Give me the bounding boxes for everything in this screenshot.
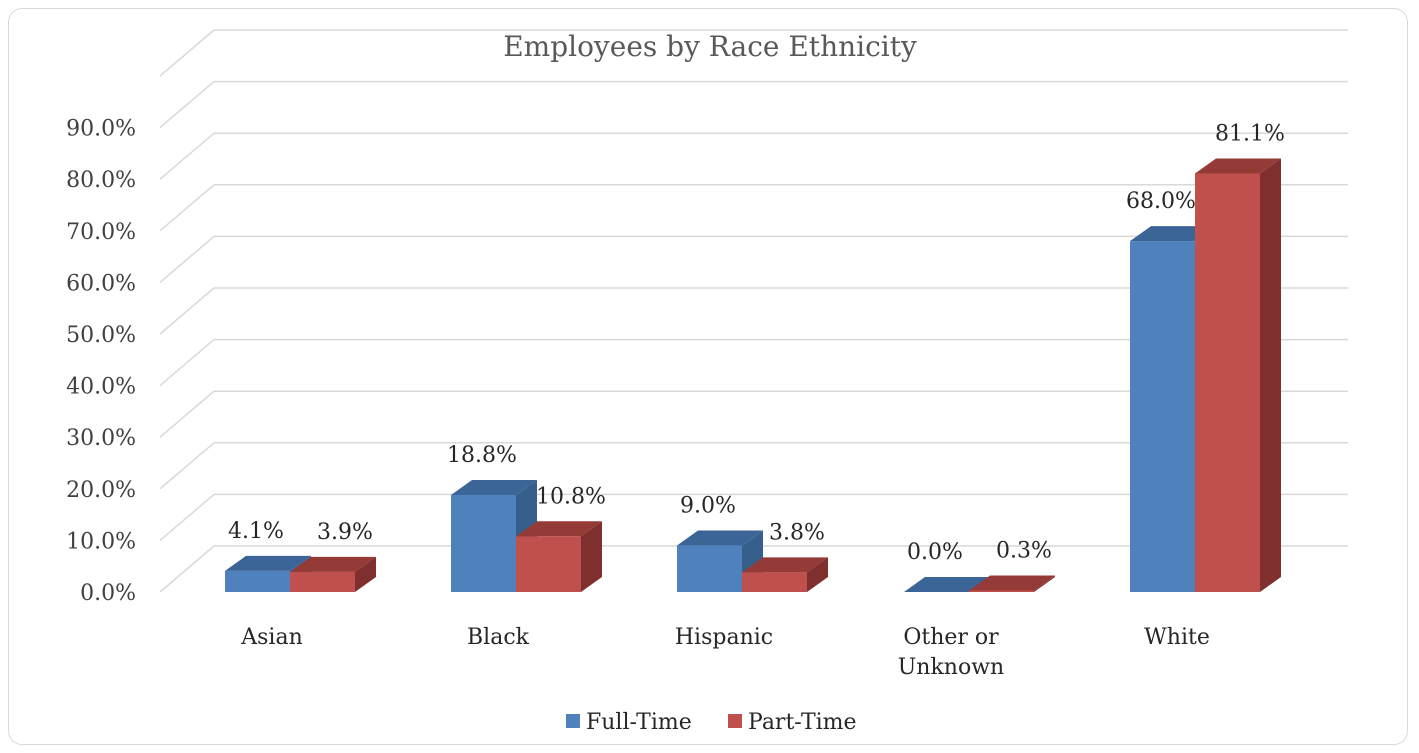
- y-tick-label: 30.0%: [66, 426, 136, 451]
- bar-top: [290, 556, 376, 572]
- data-label: 81.1%: [1215, 122, 1285, 147]
- bar-front: [1130, 241, 1195, 592]
- bar-top: [677, 530, 763, 546]
- category-label: Asian: [240, 625, 303, 650]
- bar-full-time-3: [904, 577, 990, 592]
- bar-front: [1195, 173, 1260, 593]
- y-tick-label: 60.0%: [66, 271, 136, 296]
- category-label: Other or: [903, 625, 999, 650]
- gridline-diagonal: [159, 545, 215, 593]
- gridline-diagonal: [159, 132, 215, 180]
- bar-front: [969, 590, 1034, 592]
- bar-top: [1195, 158, 1281, 174]
- y-tick-label: 40.0%: [66, 375, 136, 400]
- gridline-diagonal: [159, 235, 215, 283]
- gridline-diagonal: [159, 29, 215, 77]
- data-label: 4.1%: [228, 519, 284, 544]
- data-labels: 4.1% 3.9% 18.8% 10.8% 9.0% 3.8% 0.0% 0.3% 68.0% 8…: [228, 122, 1285, 565]
- bar-part-time-4: [1195, 158, 1281, 593]
- bar-top: [516, 521, 602, 537]
- data-label: 68.0%: [1126, 189, 1196, 214]
- gridline-diagonal: [159, 442, 215, 490]
- bar-top: [1130, 226, 1216, 242]
- bar-top: [742, 557, 828, 573]
- bars: [225, 158, 1281, 593]
- bar-front: [516, 536, 581, 592]
- gridline-diagonal: [159, 184, 215, 232]
- bar-top: [451, 479, 537, 495]
- category-label: Hispanic: [675, 625, 773, 650]
- category-labels: Asian Black Hispanic Other or Unknown White: [240, 625, 1210, 680]
- y-tick-label: 90.0%: [66, 117, 136, 142]
- bar-front: [677, 545, 742, 592]
- y-tick-label: 20.0%: [66, 478, 136, 503]
- bar-side: [355, 556, 376, 592]
- data-label: 0.3%: [996, 538, 1052, 563]
- category-label: Black: [467, 625, 530, 650]
- legend-label: Full-Time: [586, 710, 692, 735]
- bar-front: [451, 494, 516, 592]
- y-tick-label: 50.0%: [66, 323, 136, 348]
- bar-side: [1034, 575, 1055, 592]
- data-label: 3.9%: [317, 520, 373, 545]
- data-label: 0.0%: [907, 540, 963, 565]
- category-label: Unknown: [898, 655, 1004, 680]
- bar-top: [904, 577, 990, 592]
- gridline-diagonal: [159, 493, 215, 541]
- bar-part-time-1: [516, 521, 602, 592]
- legend: Full-Time Part-Time: [566, 710, 857, 735]
- y-tick-label: 0.0%: [80, 581, 136, 606]
- gridline-diagonal: [159, 287, 215, 335]
- bar-side: [581, 521, 602, 592]
- data-label: 10.8%: [536, 484, 606, 509]
- gridline-diagonal: [159, 390, 215, 438]
- y-tick-label: 70.0%: [66, 220, 136, 245]
- data-label: 3.8%: [769, 520, 825, 545]
- bar-side: [1260, 158, 1281, 593]
- bar-front: [742, 572, 807, 592]
- data-label: 9.0%: [680, 494, 736, 519]
- chart-title: Employees by Race Ethnicity: [503, 30, 917, 63]
- legend-label: Part-Time: [748, 710, 857, 735]
- y-axis-ticks: 0.0% 10.0% 20.0% 30.0% 40.0% 50.0% 60.0% 70.0% 8…: [66, 117, 136, 606]
- category-label: White: [1144, 625, 1210, 650]
- gridline-diagonal: [159, 81, 215, 129]
- gridline-diagonal: [159, 339, 215, 387]
- y-tick-label: 10.0%: [66, 529, 136, 554]
- legend-swatch: [728, 714, 742, 728]
- bar-part-time-0: [290, 556, 376, 592]
- bar-top: [969, 575, 1055, 591]
- y-tick-label: 80.0%: [66, 168, 136, 193]
- bar-part-time-2: [742, 557, 828, 592]
- data-label: 18.8%: [447, 443, 517, 468]
- bar-side: [807, 557, 828, 592]
- bar-front: [225, 570, 290, 592]
- bar-top: [225, 555, 311, 571]
- bar-front: [290, 571, 355, 592]
- bar-part-time-3: [969, 575, 1055, 592]
- legend-swatch: [566, 714, 580, 728]
